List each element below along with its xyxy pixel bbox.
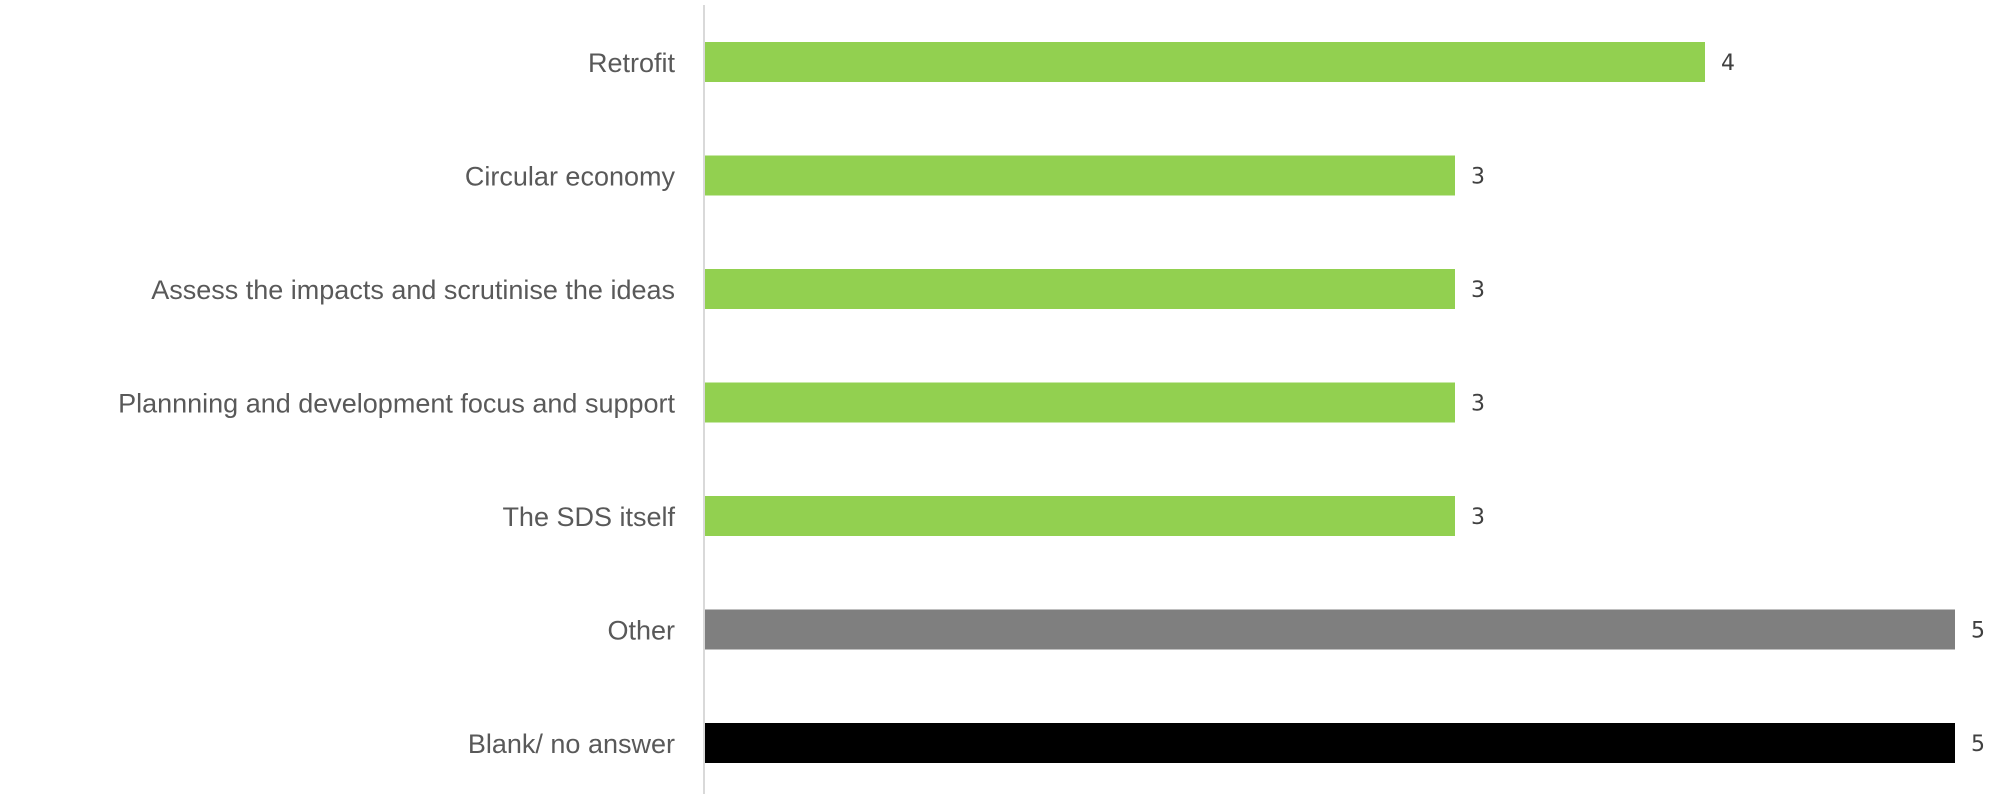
bar <box>705 269 1455 309</box>
category-label: The SDS itself <box>502 502 675 532</box>
data-label: 4 <box>1721 51 1735 76</box>
bar <box>705 609 1955 650</box>
bar <box>705 723 1955 763</box>
data-label: 3 <box>1471 392 1485 417</box>
category-label: Circular economy <box>465 162 676 192</box>
category-label: Blank/ no answer <box>468 729 675 759</box>
category-labels: Retrofit Circular economy Assess the impac… <box>118 48 675 759</box>
data-label: 3 <box>1471 278 1485 303</box>
data-label: 5 <box>1971 619 1985 644</box>
data-label: 5 <box>1971 732 1985 757</box>
bar <box>705 382 1455 423</box>
category-label: Retrofit <box>588 48 676 78</box>
bar <box>705 496 1455 536</box>
bar <box>705 42 1705 82</box>
bar <box>705 155 1455 196</box>
data-label: 3 <box>1471 505 1485 530</box>
data-label: 3 <box>1471 165 1485 190</box>
category-label: Other <box>607 616 675 646</box>
bars <box>705 42 1955 763</box>
category-label: Plannning and development focus and supp… <box>118 389 675 419</box>
category-label: Assess the impacts and scrutinise the id… <box>151 275 675 305</box>
value-labels: 4 3 3 3 3 5 5 <box>1471 51 1985 757</box>
